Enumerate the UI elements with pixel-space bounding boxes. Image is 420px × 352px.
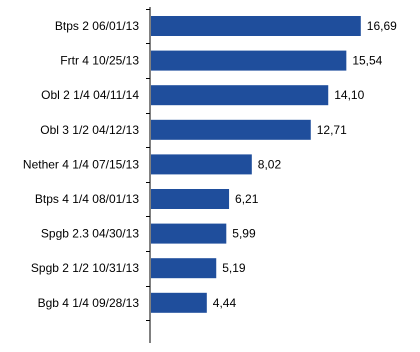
value-label: 8,02 <box>258 157 282 171</box>
value-label: 16,69 <box>367 19 397 33</box>
bar <box>151 189 230 209</box>
category-label: Obl 2 1/4 04/11/14 <box>41 88 139 102</box>
category-label: Btps 4 1/4 08/01/13 <box>35 192 139 206</box>
value-label: 4,44 <box>213 296 237 310</box>
value-label: 12,71 <box>317 123 347 137</box>
bar <box>151 292 207 313</box>
category-label: Obl 3 1/2 04/12/13 <box>40 123 139 137</box>
bar <box>151 258 217 279</box>
category-label: Frtr 4 10/25/13 <box>60 54 139 68</box>
bar <box>151 16 361 36</box>
category-label: Btps 2 06/01/13 <box>55 19 139 33</box>
bar <box>151 119 311 140</box>
bar <box>151 223 227 244</box>
value-label: 15,54 <box>352 54 382 68</box>
value-label: 5,99 <box>232 227 256 241</box>
category-label: Nether 4 1/4 07/15/13 <box>23 157 139 171</box>
bar <box>151 85 329 106</box>
value-label: 14,10 <box>334 88 364 102</box>
category-label: Spgb 2 1/2 10/31/13 <box>31 261 139 275</box>
bar <box>151 154 252 175</box>
category-label: Spgb 2.3 04/30/13 <box>41 227 139 241</box>
value-label: 5,19 <box>222 261 246 275</box>
category-label: Bgb 4 1/4 09/28/13 <box>38 296 140 310</box>
value-label: 6,21 <box>235 192 259 206</box>
bar <box>151 50 347 71</box>
